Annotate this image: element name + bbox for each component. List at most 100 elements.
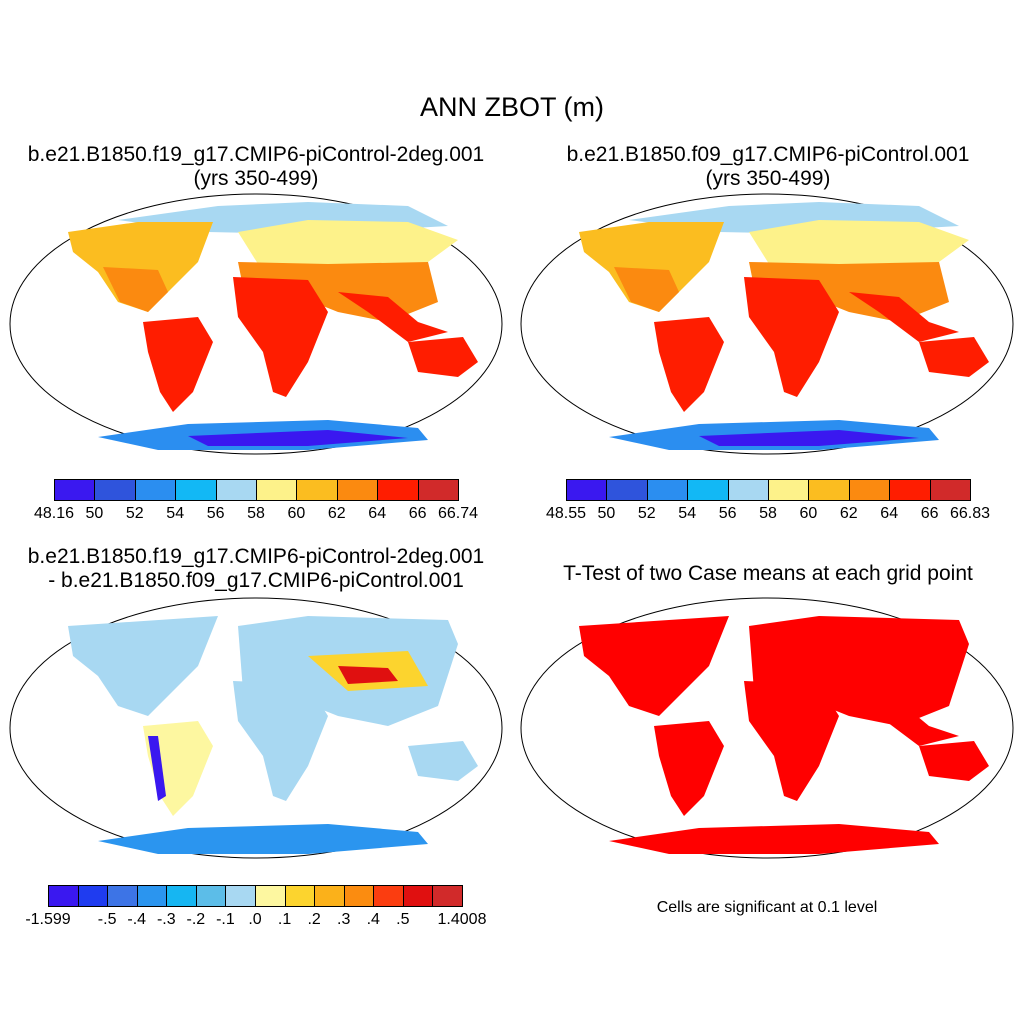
land-africa <box>744 681 839 801</box>
land-asia-tropics <box>338 292 448 342</box>
colorbar-box <box>215 479 257 501</box>
land-andes-anomaly <box>148 736 166 801</box>
colorbar-box <box>284 885 316 907</box>
colorbar-label: 56 <box>718 505 737 522</box>
land-eurasia-north <box>749 220 969 272</box>
panel3-map <box>9 597 503 859</box>
colorbar-box <box>343 885 375 907</box>
land-australia <box>408 741 478 781</box>
colorbar-label: 66.74 <box>437 505 479 522</box>
colorbar-box <box>77 885 109 907</box>
colorbar-label: 66.83 <box>949 505 991 522</box>
panel2-colorbar: 48.55 50 52 54 56 58 60 62 64 66 66.83 <box>546 479 990 527</box>
land-north-america <box>579 616 729 716</box>
colorbar-box <box>255 885 286 907</box>
colorbar-label: 58 <box>247 505 265 522</box>
colorbar-box <box>256 479 298 501</box>
colorbar-label: -.4 <box>127 911 147 928</box>
colorbar-label: -1.599 <box>25 911 71 928</box>
land-africa <box>233 277 328 397</box>
colorbar-label: 52 <box>637 505 656 522</box>
colorbar-label: -.5 <box>97 911 117 928</box>
colorbar-box <box>889 479 931 501</box>
panel1-title-line1: b.e21.B1850.f19_g17.CMIP6-piControl-2deg… <box>27 143 485 166</box>
colorbar-box <box>646 479 689 501</box>
land-north-america-south <box>614 267 679 312</box>
colorbar-box <box>808 479 850 501</box>
colorbar-label: 66 <box>920 505 939 522</box>
colorbar-box <box>225 885 256 907</box>
land-australia <box>919 741 989 781</box>
land-africa <box>744 277 839 397</box>
land-tibet-anomaly <box>338 666 398 684</box>
colorbar-label: 54 <box>166 505 185 522</box>
colorbar-box <box>373 885 404 907</box>
panel2-map <box>520 193 1014 455</box>
panel1-colorbar: 48.16 50 52 54 56 58 60 62 64 66 66.74 <box>34 479 478 527</box>
colorbar-box <box>314 885 345 907</box>
colorbar-label: .5 <box>396 911 410 928</box>
colorbar-box <box>175 479 217 501</box>
colorbar-label: -.3 <box>156 911 176 928</box>
panel2-title-line1: b.e21.B1850.f09_g17.CMIP6-piControl.001 <box>566 143 970 166</box>
colorbar-label: -.1 <box>216 911 235 928</box>
land-south-america <box>654 317 724 412</box>
land-antarctica-interior <box>699 430 919 446</box>
colorbar-label: .4 <box>366 911 380 928</box>
colorbar-label: 50 <box>597 505 616 522</box>
land-asia-tropics <box>849 696 959 746</box>
land-south-america <box>654 721 724 816</box>
colorbar-label: 56 <box>206 505 225 522</box>
colorbar-label: 1.4008 <box>437 911 487 928</box>
colorbar-label: 62 <box>839 505 858 522</box>
land-north-america <box>68 222 213 312</box>
colorbar-box <box>377 479 419 501</box>
colorbar-label: .1 <box>277 911 292 928</box>
colorbar-box <box>417 479 459 501</box>
colorbar-label: .0 <box>248 911 262 928</box>
colorbar-box <box>107 885 138 907</box>
colorbar-label: 54 <box>678 505 697 522</box>
panel1-map <box>9 193 503 455</box>
land-antarctica-interior <box>188 430 408 446</box>
colorbar-box <box>727 479 769 501</box>
colorbar-label: 48.16 <box>33 505 75 522</box>
land-north-america <box>68 616 218 716</box>
colorbar-box <box>296 479 338 501</box>
significance-note: Cells are significant at 0.1 level <box>656 899 878 916</box>
colorbar-box <box>687 479 729 501</box>
colorbar-label: 62 <box>327 505 346 522</box>
colorbar-label: 60 <box>799 505 818 522</box>
colorbar-label: 64 <box>880 505 899 522</box>
colorbar-box <box>929 479 971 501</box>
panel4-map <box>520 597 1014 859</box>
land-eurasia <box>749 616 969 726</box>
colorbar-box <box>336 479 379 501</box>
colorbar-box <box>432 885 463 907</box>
colorbar-box <box>768 479 810 501</box>
land-antarctica <box>609 824 939 854</box>
land-south-america <box>143 317 213 412</box>
panel4-title: T-Test of two Case means at each grid po… <box>563 562 973 585</box>
land-australia <box>408 337 478 377</box>
colorbar-box <box>94 479 136 501</box>
colorbar-box <box>134 479 177 501</box>
panel3-title-line2: - b.e21.B1850.f09_g17.CMIP6-piControl.00… <box>48 569 464 592</box>
colorbar-box <box>48 885 79 907</box>
land-antarctica <box>98 824 428 854</box>
panel3-title-line1: b.e21.B1850.f19_g17.CMIP6-piControl-2deg… <box>27 545 485 568</box>
land-north-america-south <box>103 267 168 312</box>
land-eurasia-north <box>238 220 458 272</box>
land-africa <box>233 681 328 801</box>
colorbar-label: 50 <box>85 505 104 522</box>
colorbar-label: 58 <box>759 505 777 522</box>
panel2-title-line2: (yrs 350-499) <box>705 167 831 190</box>
colorbar-box <box>848 479 891 501</box>
colorbar-label: 60 <box>287 505 306 522</box>
land-north-america <box>579 222 724 312</box>
panel1-title-line2: (yrs 350-499) <box>193 167 319 190</box>
colorbar-label: 64 <box>368 505 387 522</box>
colorbar-label: .2 <box>307 911 321 928</box>
colorbar-box <box>566 479 608 501</box>
land-australia <box>919 337 989 377</box>
